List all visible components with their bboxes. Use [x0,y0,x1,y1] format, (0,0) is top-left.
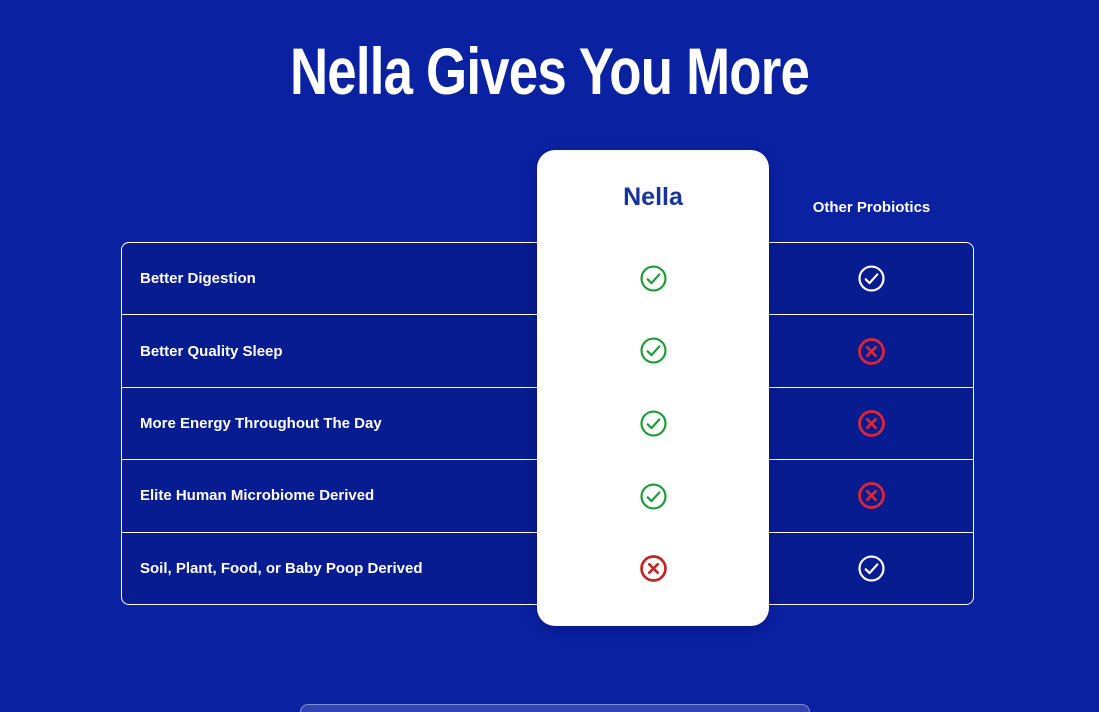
check-circle-icon [639,336,668,365]
cross-circle-icon [857,337,886,366]
check-circle-icon [857,554,886,583]
nella-cell [537,460,769,533]
cross-circle-icon [857,481,886,510]
nella-icon-column [537,242,769,605]
next-section-top-edge [300,704,810,712]
cross-circle-icon [857,409,886,438]
other-probiotics-cell [770,337,973,366]
table-row: Soil, Plant, Food, or Baby Poop Derived [122,533,973,604]
other-probiotics-cell [770,481,973,510]
check-circle-icon [639,482,668,511]
row-label: Better Quality Sleep [140,342,283,360]
nella-cell [537,242,769,315]
other-probiotics-cell [770,554,973,583]
nella-card: Nella [537,150,769,626]
nella-column-header: Nella [623,183,683,211]
check-circle-icon [639,409,668,438]
other-probiotics-column-header: Other Probiotics [812,199,931,216]
nella-cell [537,315,769,388]
row-label: Elite Human Microbiome Derived [140,487,375,505]
row-label: More Energy Throughout The Day [140,415,382,433]
row-label: Better Digestion [140,270,256,288]
check-circle-icon [857,264,886,293]
other-probiotics-cell [770,409,973,438]
nella-cell [537,387,769,460]
page-title: Nella Gives You More [289,34,810,108]
check-circle-icon [639,264,668,293]
row-label: Soil, Plant, Food, or Baby Poop Derived [140,559,423,577]
cross-circle-icon [639,554,668,583]
other-probiotics-cell [770,264,973,293]
nella-cell [537,532,769,605]
